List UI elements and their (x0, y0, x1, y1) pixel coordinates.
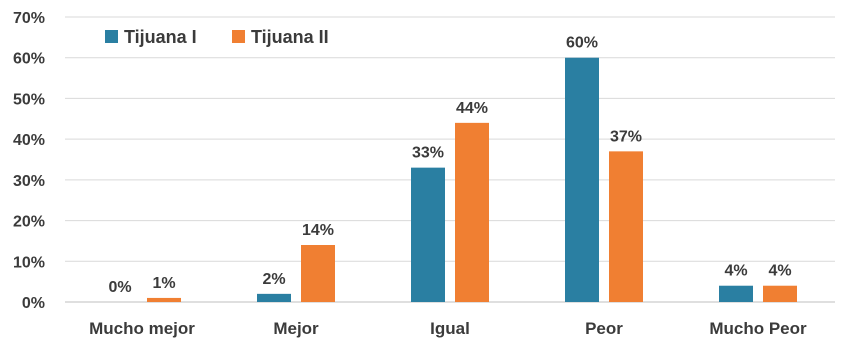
x-tick-label: Mejor (273, 319, 319, 338)
y-tick-label: 20% (13, 214, 45, 231)
data-labels: 0% 1% 2% 14% 33% 44% 60% 37% 4% 4% (108, 35, 791, 296)
x-tick-label: Mucho Peor (709, 319, 807, 338)
data-label: 4% (724, 263, 747, 280)
data-label: 2% (262, 271, 285, 288)
data-label: 60% (566, 35, 598, 52)
legend-label: Tijuana II (251, 27, 329, 47)
data-label: 1% (152, 275, 175, 292)
legend-label: Tijuana I (124, 27, 197, 47)
bar (455, 122, 489, 302)
data-label: 33% (412, 145, 444, 162)
legend-swatch (105, 30, 118, 43)
y-tick-label: 70% (13, 10, 45, 27)
y-tick-label: 60% (13, 51, 45, 68)
bar (565, 57, 599, 302)
x-tick-label: Peor (585, 319, 623, 338)
data-label: 4% (768, 263, 791, 280)
legend: Tijuana I Tijuana II (105, 27, 329, 47)
y-tick-label: 0% (22, 295, 45, 312)
bar (763, 285, 797, 302)
bar (411, 167, 445, 302)
y-tick-label: 40% (13, 132, 45, 149)
bars (147, 57, 797, 302)
y-tick-label: 10% (13, 254, 45, 271)
data-label: 14% (302, 222, 334, 239)
x-tick-label: Mucho mejor (89, 319, 195, 338)
data-label: 0% (108, 279, 131, 296)
gridlines (65, 16, 835, 303)
y-tick-label: 50% (13, 91, 45, 108)
data-label: 37% (610, 128, 642, 145)
y-tick-label: 30% (13, 173, 45, 190)
x-axis-categories: Mucho mejor Mejor Igual Peor Mucho Peor (89, 319, 807, 338)
bar (609, 151, 643, 302)
bar (719, 285, 753, 302)
bar (147, 297, 181, 302)
bar (301, 245, 335, 302)
data-label: 44% (456, 100, 488, 117)
y-axis-ticks: 0% 10% 20% 30% 40% 50% 60% 70% (13, 10, 45, 312)
x-tick-label: Igual (430, 319, 470, 338)
legend-swatch (232, 30, 245, 43)
bar (257, 293, 291, 302)
